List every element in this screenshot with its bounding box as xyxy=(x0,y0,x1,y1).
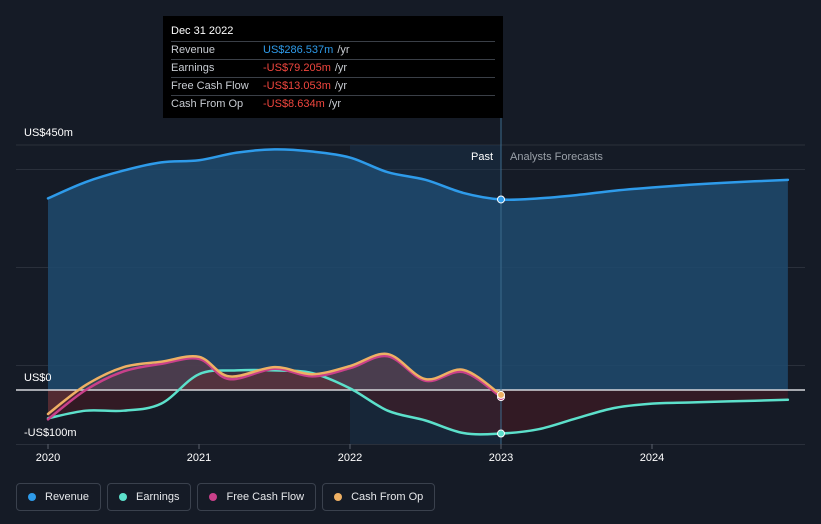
tooltip-value: -US$8.634m xyxy=(263,98,325,110)
marker-revenue xyxy=(497,195,505,204)
past-label: Past xyxy=(471,151,493,163)
legend-label: Cash From Op xyxy=(351,491,424,503)
forecast-label: Analysts Forecasts xyxy=(510,151,603,163)
marker-cash-from-op xyxy=(497,390,505,399)
area-revenue xyxy=(48,149,788,390)
x-tick-label: 2024 xyxy=(640,452,664,464)
tooltip-label: Cash From Op xyxy=(171,98,244,110)
series-lines xyxy=(46,148,790,436)
tooltip-unit: /yr xyxy=(328,98,341,110)
y-axis-top-label: US$450m xyxy=(24,127,73,139)
tooltip-row-revenue: Revenue US$286.537m /yr xyxy=(171,41,495,59)
area-free-cash-flow xyxy=(48,355,501,420)
x-tick-label: 2020 xyxy=(36,452,60,464)
legend-label: Earnings xyxy=(136,491,180,503)
series-markers xyxy=(497,195,505,438)
tooltip-value: -US$79.205m xyxy=(263,62,331,74)
line-revenue xyxy=(46,148,790,202)
legend-label: Revenue xyxy=(45,491,90,503)
legend-dot-icon xyxy=(28,493,36,501)
area-cash-from-op xyxy=(48,353,501,414)
legend-item-cash-from-op[interactable]: Cash From Op xyxy=(322,483,436,511)
legend-item-revenue[interactable]: Revenue xyxy=(16,483,102,511)
tooltip-row-cash-from-op: Cash From Op -US$8.634m /yr xyxy=(171,95,495,113)
tooltip-row-earnings: Earnings -US$79.205m /yr xyxy=(171,59,495,77)
tooltip-value: -US$13.053m xyxy=(263,80,331,92)
marker-earnings xyxy=(497,429,505,438)
tooltip-value: US$286.537m xyxy=(263,44,334,56)
y-axis-bottom-label: -US$100m xyxy=(24,427,77,439)
tooltip-label: Earnings xyxy=(171,62,215,74)
legend-label: Free Cash Flow xyxy=(226,491,305,503)
x-tick-label: 2023 xyxy=(489,452,513,464)
legend-dot-icon xyxy=(334,493,343,501)
legend-item-free-cash-flow[interactable]: Free Cash Flow xyxy=(197,483,317,511)
series-areas xyxy=(48,149,788,435)
x-axis-ticks: 2020 2021 2022 2023 2024 xyxy=(36,444,664,464)
hover-tooltip: Dec 31 2022 Revenue US$286.537m /yr Earn… xyxy=(163,16,503,118)
line-earnings xyxy=(46,368,790,436)
tooltip-date: Dec 31 2022 xyxy=(171,25,234,37)
x-tick-label: 2022 xyxy=(338,452,362,464)
tooltip-label: Free Cash Flow xyxy=(171,80,249,92)
tooltip-row-free-cash-flow: Free Cash Flow -US$13.053m /yr xyxy=(171,77,495,95)
legend-dot-icon xyxy=(209,493,218,501)
line-free-cash-flow xyxy=(46,354,503,421)
y-axis-zero-label: US$0 xyxy=(24,372,52,384)
legend-dot-icon xyxy=(119,493,128,501)
line-cash-from-op xyxy=(46,352,503,416)
tooltip-label: Revenue xyxy=(171,44,216,56)
legend: Revenue Earnings Free Cash Flow Cash Fro… xyxy=(16,483,436,511)
legend-item-earnings[interactable]: Earnings xyxy=(107,483,192,511)
tooltip-unit: /yr xyxy=(337,44,350,56)
tooltip-unit: /yr xyxy=(334,62,348,74)
tooltip-unit: /yr xyxy=(334,80,348,92)
x-tick-label: 2021 xyxy=(187,452,211,464)
area-earnings xyxy=(48,369,788,435)
